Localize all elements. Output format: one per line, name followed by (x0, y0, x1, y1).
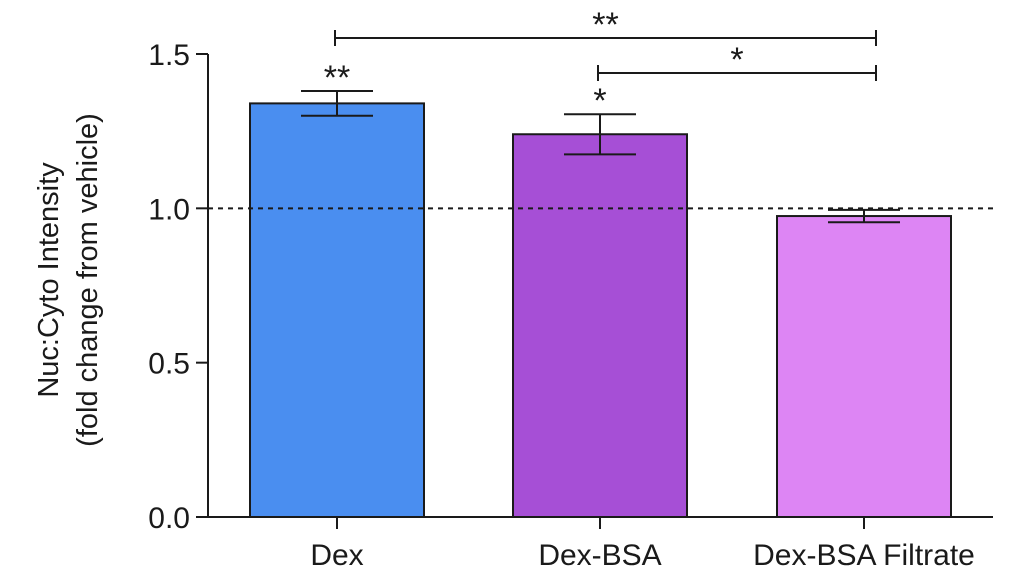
comparison-significance-label: * (730, 41, 743, 79)
bar (249, 102, 425, 519)
y-axis-title-line-1: Nuc:Cyto Intensity (33, 162, 65, 398)
y-tick-label: 1.0 (148, 193, 190, 226)
x-category-label: Dex (310, 539, 363, 572)
y-tick-label: 0.5 (148, 348, 190, 381)
plot-area: 0.00.51.01.5***Dex Dex-BSA Dex-BSA Filtrat… (148, 6, 993, 572)
bar (512, 133, 688, 518)
y-axis-title-line-2: (fold change from vehicle) (72, 113, 104, 447)
bar-significance-label: ** (324, 59, 350, 97)
bar-significance-label: * (593, 82, 606, 120)
x-category-label: Dex-BSA Filtrate (753, 539, 975, 572)
bar (776, 215, 952, 519)
comparison-significance-label: ** (592, 6, 618, 44)
y-tick-label: 1.5 (148, 39, 190, 72)
y-tick-label: 0.0 (148, 502, 190, 535)
y-axis-title: Nuc:Cyto Intensity (fold change from veh… (33, 113, 104, 447)
x-category-label: Dex-BSA (538, 539, 661, 572)
